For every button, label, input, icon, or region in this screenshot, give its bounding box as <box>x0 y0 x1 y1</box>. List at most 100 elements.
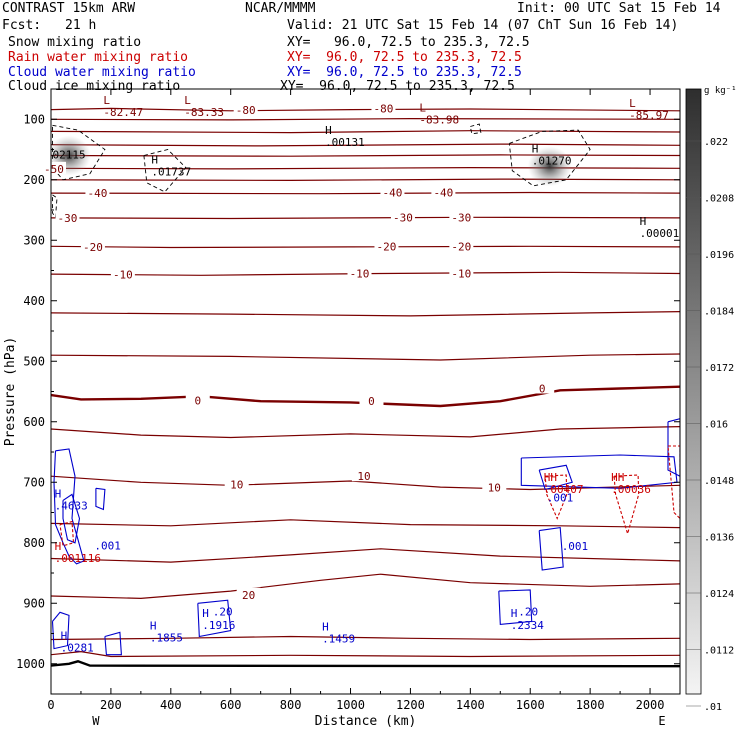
y-tick-label-7: 800 <box>23 536 45 550</box>
colorbar-label-2: .0196 <box>704 250 734 261</box>
temperature-contour-10 <box>51 271 680 276</box>
temp-label-bg-7-0 <box>85 186 110 199</box>
temperature-contour-14 <box>51 426 680 439</box>
extremum-value-5: .01737 <box>151 165 191 178</box>
colorbar-ramp <box>685 88 702 695</box>
field-xy-rain: XY= 96.0, 72.5 to 235.3, 72.5 <box>287 50 522 65</box>
snow-contour-0 <box>52 124 106 181</box>
snow-contour-1 <box>143 149 187 193</box>
field-name-rain: Rain water mixing ratio <box>8 50 189 65</box>
snow-contour-2 <box>508 129 591 187</box>
temperature-contour-4 <box>51 154 680 157</box>
extremum-marker-10: H <box>55 540 62 553</box>
colorbar-label-1: .0208 <box>704 194 734 205</box>
field-name-cloud-ice: Cloud ice mixing ratio <box>8 79 181 94</box>
cloud-water-contour-2 <box>95 487 106 511</box>
extremum-value-6: .01270 <box>532 155 572 168</box>
colorbar-label-4: .0172 <box>704 363 734 374</box>
temp-label-bg-5-0 <box>41 161 66 174</box>
temperature-contour-12 <box>51 353 680 361</box>
extremum-marker-1: L <box>184 94 191 107</box>
colorbar-label-9: .0112 <box>704 646 734 657</box>
x-tick-label-0: 0 <box>47 698 54 712</box>
temp-label-bg-0-1 <box>371 101 396 114</box>
ground-line <box>51 660 680 668</box>
extremum-value-13: .1855 <box>150 631 183 644</box>
header-fcst-label: Fcst: <box>2 18 42 33</box>
cloud-water-contour-5 <box>538 526 564 571</box>
cloud-water-contour-9 <box>197 599 232 638</box>
cloud-water-contour-0 <box>53 448 85 565</box>
extremum-value-7: .00001 <box>640 227 680 240</box>
extremum-value-2: -83.98 <box>419 113 459 126</box>
temperature-label-15-1: 10 <box>357 470 370 483</box>
west-label: W <box>92 714 100 728</box>
temp-label-bg-9-0 <box>80 239 105 252</box>
field-xy-snow: XY= 96.0, 72.5 to 235.3, 72.5 <box>287 35 530 50</box>
temp-label-bg-7-1 <box>380 185 405 198</box>
temperature-label-9-0: -20 <box>83 241 103 254</box>
extremum-marker-11: .001 <box>94 539 121 552</box>
cloud-water-contour-6 <box>667 418 680 477</box>
temperature-label-0-1: -80 <box>374 102 394 115</box>
x-tick-label-10: 2000 <box>636 698 665 712</box>
x-axis-label: Distance (km) <box>315 714 417 729</box>
temperature-label-7-0: -40 <box>87 187 107 200</box>
y-tick-label-8: 900 <box>23 596 45 610</box>
cloud-water-contours <box>51 418 680 656</box>
y-tick-label-9: 1000 <box>16 657 45 671</box>
field-xy-cloud-ice: XY= 96.0, 72.5 to 235.3, 72.5 <box>280 79 515 94</box>
temperature-label-7-1: -40 <box>383 186 403 199</box>
temperature-contours <box>51 107 680 658</box>
rain-contour-0 <box>59 520 75 547</box>
snow-maximum-1 <box>527 146 572 187</box>
colorbar-label-7: .0136 <box>704 533 734 544</box>
temperature-contour-9 <box>51 245 680 249</box>
x-tick-label-2: 400 <box>160 698 182 712</box>
temperature-contour-8 <box>51 216 680 220</box>
ground-surface-line <box>51 660 680 668</box>
colorbar: .022 .0208 .0196 .0184 .0172 .016 .0148 .0136 .0… <box>685 86 737 713</box>
header-fcst-value: 21 h <box>65 18 97 33</box>
temperature-label-9-2: -20 <box>451 240 471 253</box>
x-tick-label-4: 800 <box>280 698 302 712</box>
temperature-label-13-0: 0 <box>194 395 201 408</box>
x-tick-label-8: 1600 <box>516 698 545 712</box>
snow-contour-3 <box>469 123 482 135</box>
cloud-water-contour-10 <box>498 589 533 626</box>
colorbar-label-0: .022 <box>704 137 728 148</box>
extremum-marker-15: H <box>322 620 329 633</box>
temperature-label-8-1: -30 <box>393 211 413 224</box>
temperature-contour-20 <box>51 650 680 658</box>
extremum-value-0: -82.47 <box>103 106 143 119</box>
extremum-value-10: .001116 <box>55 552 101 565</box>
temperature-contour-15 <box>51 475 680 491</box>
extremum-marker-0: L <box>103 94 110 107</box>
temperature-contour-7 <box>51 191 680 195</box>
temperature-contour-18 <box>51 573 680 600</box>
extremum-value-18: .00036 <box>611 483 651 496</box>
y-tick-label-5: 600 <box>23 415 45 429</box>
extremum-marker-4: H <box>325 124 332 137</box>
temperature-label-8-0: -30 <box>58 212 78 225</box>
extremum-value-16: .2334 <box>511 619 544 632</box>
extremum-value-3: -85.97 <box>629 109 669 122</box>
temperature-label-9-1: -20 <box>377 240 397 253</box>
extremum-marker-12: H <box>61 630 68 643</box>
y-tick-label-1: 200 <box>23 173 45 187</box>
temperature-contour-1 <box>51 117 680 121</box>
temp-label-bg-13-2 <box>530 381 555 394</box>
temp-label-bg-10-2 <box>449 266 474 279</box>
rain-contours <box>59 445 680 547</box>
temperature-label-5-0: -50 <box>44 163 64 176</box>
temperature-label-7-2: -40 <box>433 186 453 199</box>
temperature-contour-3 <box>51 143 680 147</box>
extremum-value-17: .00407 <box>544 483 584 496</box>
header-title: CONTRAST 15km ARW <box>2 1 136 16</box>
extremum-value-8: 02115 <box>52 149 85 162</box>
colorbar-label-5: .016 <box>704 420 728 431</box>
extremum-marker-2: L <box>419 101 426 114</box>
extremum-marker-19: .001 <box>547 492 574 505</box>
temperature-contour-19 <box>51 635 680 641</box>
